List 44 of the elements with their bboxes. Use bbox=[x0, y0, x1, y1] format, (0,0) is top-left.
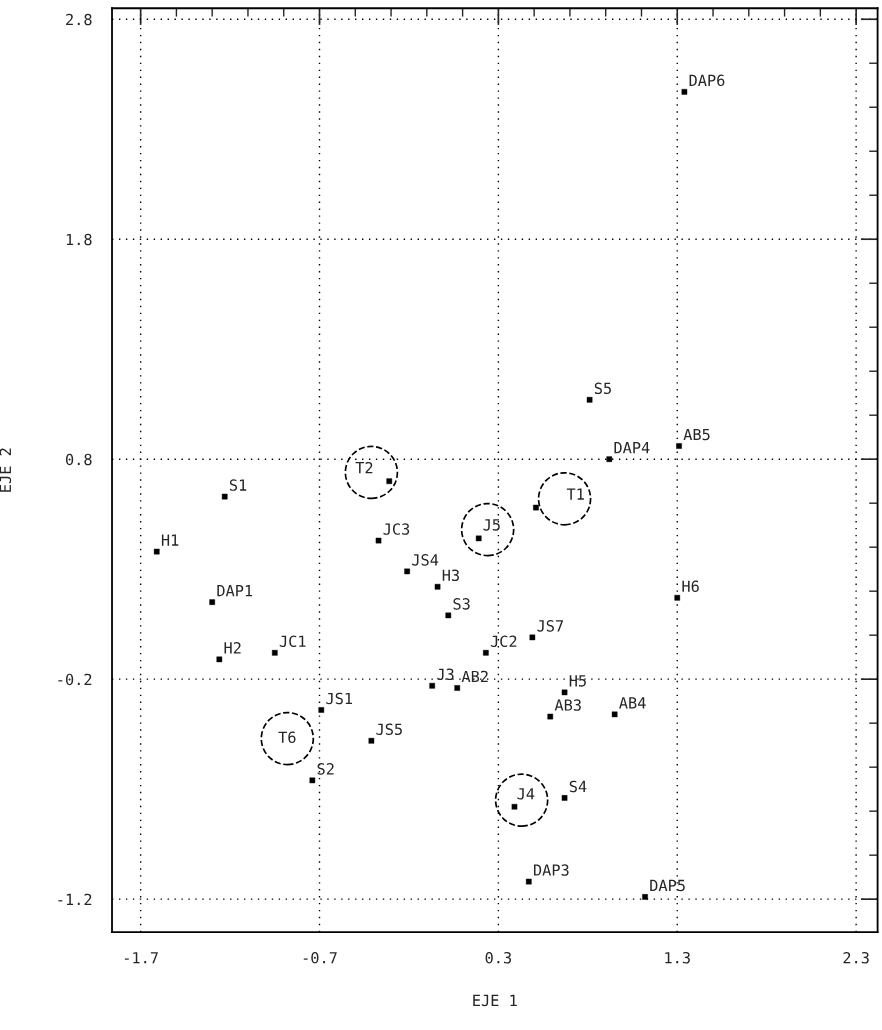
annotation: DAP3 bbox=[533, 864, 569, 876]
annotation: DAP4 bbox=[614, 442, 650, 454]
x-axis-title: EJE 1 bbox=[473, 994, 517, 1007]
annotation: JS5 bbox=[376, 723, 402, 736]
annotation: AB4 bbox=[619, 697, 646, 709]
annotation: H5 bbox=[569, 675, 586, 687]
annotation: AB2 bbox=[461, 670, 488, 683]
annotation: DAP5 bbox=[650, 879, 685, 892]
annotation: AB3 bbox=[554, 699, 581, 711]
annotation: S3 bbox=[453, 598, 470, 610]
y-tick-label: -1.2 bbox=[58, 893, 92, 905]
annotation: DAP6 bbox=[689, 74, 725, 87]
annotation: S5 bbox=[594, 382, 611, 395]
annotation: J4 bbox=[517, 788, 535, 800]
annotation: DAP1 bbox=[217, 585, 253, 597]
y-tick-label: 0.8 bbox=[65, 453, 92, 466]
annotation: JC2 bbox=[490, 635, 517, 648]
annotation: J3 bbox=[437, 668, 454, 681]
annotation: JC3 bbox=[383, 523, 410, 535]
y-tick-label: -0.2 bbox=[58, 673, 92, 686]
annotation: J5 bbox=[483, 519, 500, 531]
annotation: S4 bbox=[569, 780, 587, 793]
annotation: AB5 bbox=[683, 428, 710, 441]
annotation: S1 bbox=[229, 479, 247, 491]
x-tick-label: 1.3 bbox=[665, 951, 690, 964]
x-tick-label: 2.3 bbox=[843, 951, 869, 964]
annotation: T1 bbox=[566, 488, 584, 500]
annotation: T6 bbox=[278, 731, 296, 744]
annotation: S2 bbox=[317, 763, 334, 775]
annotation: H6 bbox=[682, 580, 699, 593]
annotation: JC1 bbox=[279, 635, 306, 648]
y-tick-label: 2.8 bbox=[66, 13, 92, 26]
annotation: H3 bbox=[442, 569, 459, 582]
x-tick-label: -1.7 bbox=[124, 952, 158, 964]
annotation: JS4 bbox=[412, 554, 439, 566]
annotation: H1 bbox=[161, 534, 179, 546]
y-tick-label: 1.8 bbox=[66, 233, 92, 246]
annotation: JS1 bbox=[326, 692, 353, 705]
x-tick-label: 0.3 bbox=[485, 951, 512, 964]
y-axis-title: EJE 2 bbox=[0, 448, 12, 492]
x-tick-label: -0.7 bbox=[303, 951, 337, 964]
annotation: H2 bbox=[224, 642, 241, 654]
annotation: T2 bbox=[355, 461, 373, 474]
annotation: JS7 bbox=[537, 620, 563, 632]
